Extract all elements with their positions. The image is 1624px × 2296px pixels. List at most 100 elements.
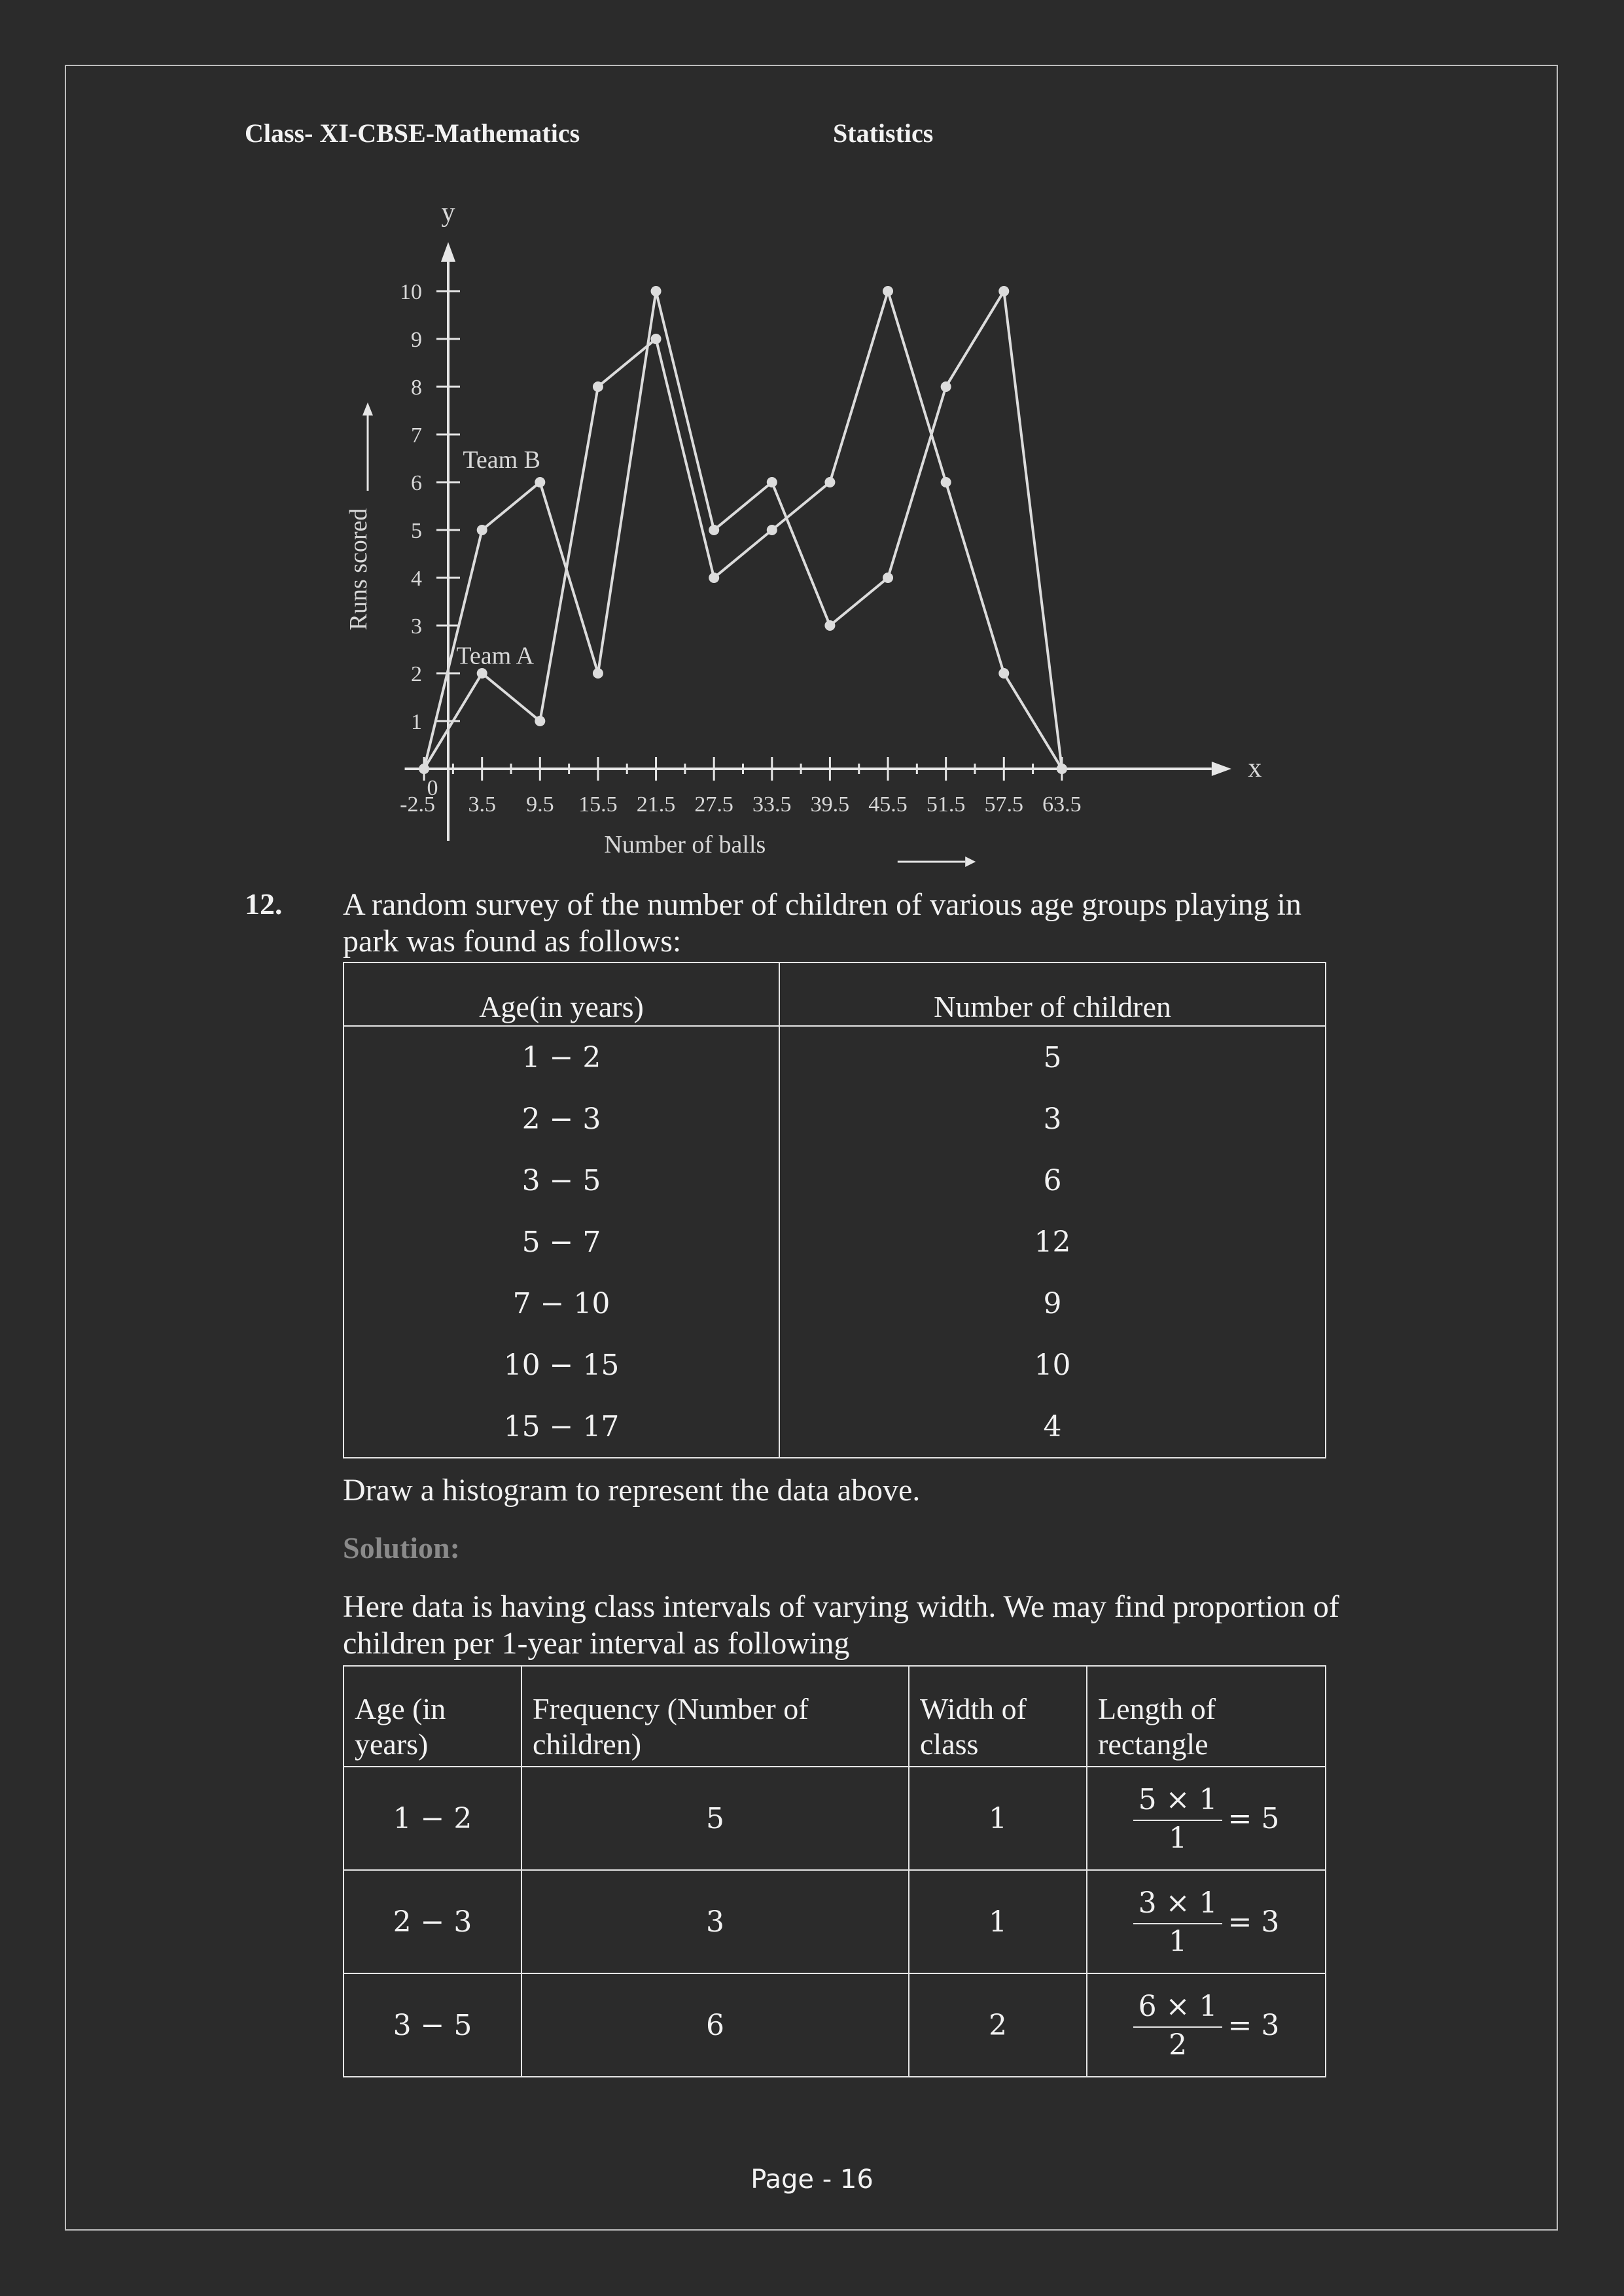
y-axis-arrowhead [441,242,455,262]
question-text: A random survey of the number of childre… [343,887,1301,959]
solution-text: Here data is having class intervals of v… [343,1589,1339,1661]
children-count-cell: 10 [779,1334,1326,1396]
data-point [824,620,836,631]
age-cell: 3 − 5 [343,1973,522,2077]
y-tick-label: 6 [411,471,422,495]
rectangle-length-cell: 5 × 1 1 = 5 [1086,1766,1326,1871]
age-cell: 2 − 3 [343,1088,780,1150]
age-cell: 7 − 10 [343,1273,780,1334]
y-axis-symbol: y [442,198,455,228]
x-tick-label: 63.5 [1042,792,1082,817]
solution-label: Solution: [343,1531,460,1564]
x-tick-label: 45.5 [868,792,908,817]
data-point [998,668,1010,679]
rectangle-length-cell: 3 × 1 1 = 3 [1086,1869,1326,1974]
page-number: Page - 16 [750,2164,874,2195]
x-tick-label: 57.5 [985,792,1024,817]
y-tick-label: 2 [411,662,422,686]
children-count-cell: 6 [779,1150,1326,1211]
data-point [592,381,603,392]
age-cell: 10 − 15 [343,1334,780,1396]
y-tick-label: 7 [411,423,422,448]
rectangle-length-cell: 6 × 1 2 = 3 [1086,1973,1326,2077]
age-cell: 15 − 17 [343,1396,780,1458]
y-tick-label: 8 [411,376,422,400]
question-instruction: Draw a histogram to represent the data a… [343,1473,921,1508]
x-tick-label: 51.5 [927,792,966,817]
page-border [65,65,1558,2231]
data-point [766,525,777,535]
x-tick-label: 9.5 [526,792,554,817]
table-row: 15 − 17 4 [343,1396,1326,1458]
column-header-frequency: Frequency (Number of children) [521,1665,909,1767]
data-point [883,286,894,296]
y-axis-title-arrowhead [362,402,373,415]
x-axis-symbol: x [1248,753,1262,783]
width-cell: 2 [908,1973,1087,2077]
age-cell: 1 − 2 [343,1026,780,1088]
age-cell: 5 − 7 [343,1211,780,1273]
table-header-row: Age(in years) Number of children [343,962,1326,1027]
width-cell: 1 [908,1766,1087,1871]
y-tick-label: 5 [411,519,422,543]
y-tick-label: 10 [400,280,422,304]
x-axis-title: Number of balls [604,831,766,858]
children-count-cell: 9 [779,1273,1326,1334]
fraction-denominator: 1 [1169,1822,1188,1855]
x-tick-label: 39.5 [811,792,850,817]
series-label-team-b: Team B [463,446,540,474]
column-header-age: Age(in years) [343,962,780,1027]
freq-cell: 6 [521,1973,909,2077]
histogram-computation-table: Age (in years) Frequency (Number of chil… [343,1665,1326,2077]
data-point [476,525,487,535]
fraction-numerator: 5 × 1 [1133,1780,1223,1821]
data-point [1056,764,1067,774]
data-point [592,668,603,679]
data-point [998,286,1010,296]
children-count-cell: 4 [779,1396,1326,1458]
data-point [650,334,662,344]
x-tick-label: 33.5 [752,792,792,817]
x-tick-label: 27.5 [694,792,733,817]
freq-cell: 3 [521,1869,909,1974]
runs-frequency-polygon-chart: x y 0 1 2 3 4 5 6 7 8 9 10 -2.5 3.5 9.5 15.5 21.5 27.5 33.5… [345,198,1262,867]
question-number: 12. [245,887,283,921]
series-line-team-b [423,287,1063,769]
fraction-result: = 3 [1227,1905,1280,1939]
series-label-team-a: Team A [456,642,534,669]
data-point [824,477,836,487]
age-cell: 3 − 5 [343,1150,780,1211]
data-point [535,477,546,487]
data-point [709,525,720,535]
fraction-result: = 3 [1227,2008,1280,2042]
children-count-cell: 5 [779,1026,1326,1088]
table-row: 5 − 7 12 [343,1211,1326,1273]
data-point [709,573,720,583]
table-header-row: Age (in years) Frequency (Number of chil… [343,1665,1326,1767]
y-tick-label: 4 [411,567,422,591]
series-line-team-a [423,287,1063,770]
data-point [650,286,662,296]
fraction-numerator: 3 × 1 [1133,1884,1223,1924]
fraction-denominator: 2 [1169,2028,1188,2062]
header-chapter-label: Statistics [833,118,934,148]
data-point [883,573,894,583]
x-axis-arrowhead [1211,762,1231,776]
width-cell: 1 [908,1869,1087,1974]
children-count-cell: 3 [779,1088,1326,1150]
table-row: 10 − 15 10 [343,1334,1326,1396]
freq-cell: 5 [521,1766,909,1871]
data-point [535,716,546,726]
table-row: 7 − 10 9 [343,1273,1326,1334]
x-tick-label: -2.5 [400,792,435,817]
age-cell: 1 − 2 [343,1766,522,1871]
y-axis-title: Runs scored [345,508,372,631]
